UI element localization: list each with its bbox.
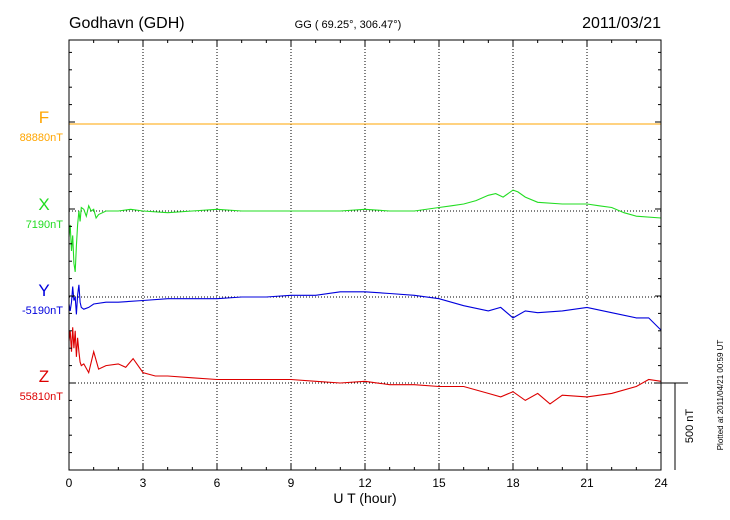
series-baseline-Z: 55810nT — [20, 391, 64, 403]
x-tick-label-18: 18 — [506, 476, 520, 490]
series-baseline-Y: -5190nT — [22, 305, 63, 317]
series-labels: F 88880nT X 7190nT Y -5190nT Z 55810nT — [20, 108, 64, 403]
x-tick-label-12: 12 — [358, 476, 372, 490]
chart-date: 2011/03/21 — [582, 15, 661, 32]
plotted-note: Plotted at 2011/04/21 00:59 UT — [716, 340, 725, 451]
series-lines — [68, 123, 662, 405]
series-name-X: X — [38, 195, 49, 214]
scale-label: 500 nT — [684, 409, 696, 444]
plot-frame — [68, 39, 662, 471]
station-coords: GG ( 69.25°, 306.47°) — [295, 19, 402, 31]
series-name-F: F — [39, 108, 49, 127]
x-tick-label-0: 0 — [66, 476, 73, 490]
series-line-Y — [68, 284, 662, 331]
x-tick-label-15: 15 — [432, 476, 446, 490]
series-baseline-F: 88880nT — [20, 132, 64, 144]
x-tick-label-9: 9 — [288, 476, 295, 490]
station-title: Godhavn (GDH) — [69, 15, 185, 32]
x-tick-label-6: 6 — [214, 476, 221, 490]
scale-bar: 500 nT — [661, 382, 696, 470]
series-name-Z: Z — [39, 367, 49, 386]
series-name-Y: Y — [38, 281, 49, 300]
series-line-X — [68, 189, 662, 272]
x-axis-label: U T (hour) — [333, 490, 396, 506]
x-tick-label-3: 3 — [140, 476, 147, 490]
series-line-Z — [68, 327, 662, 405]
x-tick-labels: 0 3 6 9 12 15 18 21 24 — [66, 476, 668, 490]
x-tick-label-21: 21 — [580, 476, 594, 490]
grid-lines — [142, 40, 588, 470]
series-baseline-X: 7190nT — [26, 219, 64, 231]
x-tick-label-24: 24 — [654, 476, 668, 490]
axis-ticks — [68, 40, 662, 471]
